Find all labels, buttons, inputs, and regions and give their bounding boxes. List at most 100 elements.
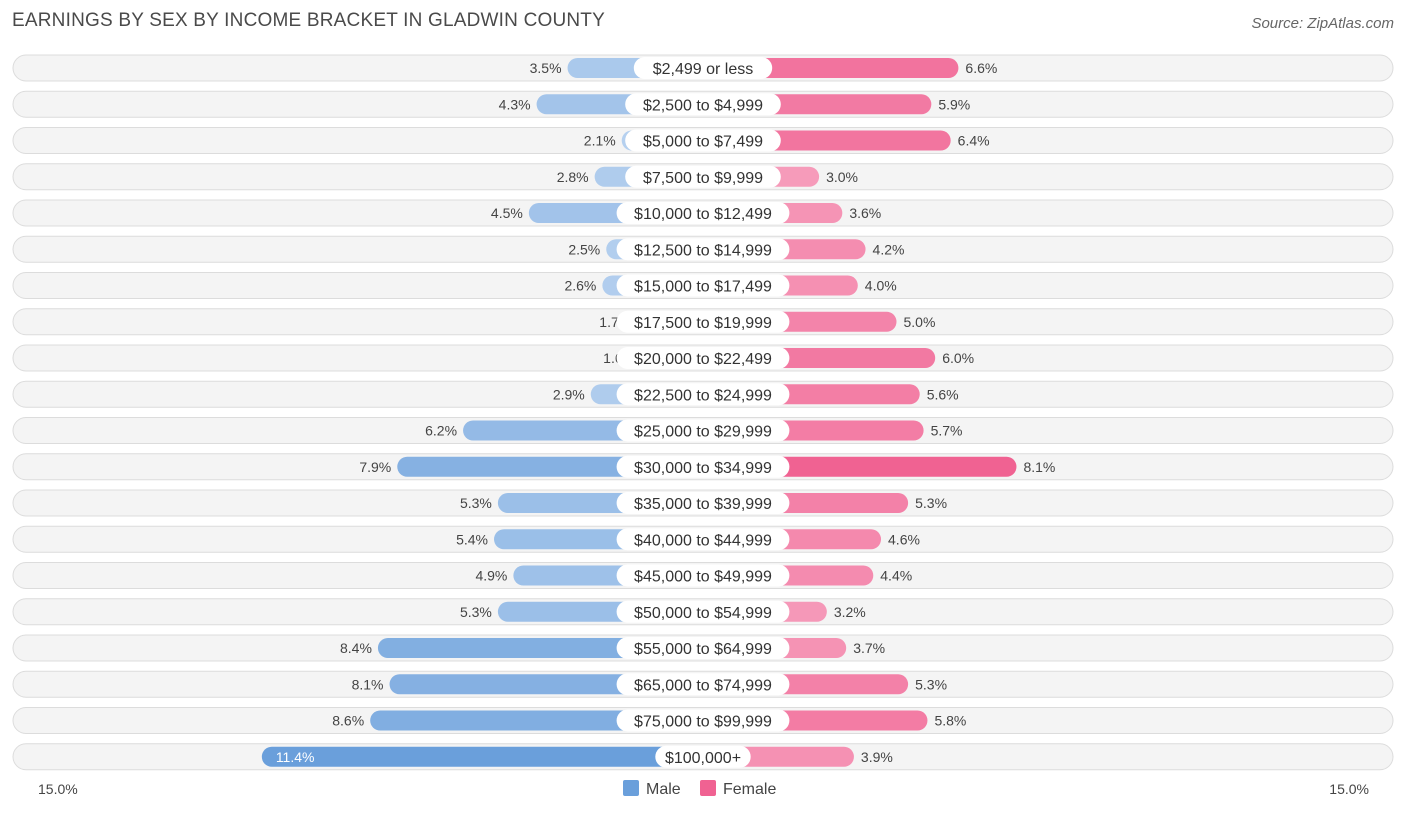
category-pill xyxy=(616,455,790,478)
male-value-label: 3.5% xyxy=(530,60,562,76)
male-value-label: 7.9% xyxy=(359,459,391,475)
category-label: $55,000 to $64,999 xyxy=(634,641,772,658)
bar-row: 1.6%6.0%$20,000 to $22,499 xyxy=(12,344,1394,372)
category-pill xyxy=(616,709,790,732)
category-label: $2,499 or less xyxy=(653,61,754,78)
male-value-label: 2.6% xyxy=(564,278,596,294)
female-value-label: 3.0% xyxy=(826,169,858,185)
category-label: $30,000 to $34,999 xyxy=(634,460,772,477)
category-pill xyxy=(625,129,781,152)
bar-row: 1.7% 5.0%$17,500 to $19,999 xyxy=(12,308,1394,336)
legend-male-label: Male xyxy=(646,781,681,798)
female-value-label: 5.9% xyxy=(938,96,970,112)
category-pill xyxy=(616,274,790,297)
male-value-label: 4.9% xyxy=(475,568,507,584)
female-value-label: 6.4% xyxy=(958,133,990,149)
category-pill xyxy=(633,57,773,79)
male-value-label: 2.8% xyxy=(557,169,589,185)
category-label: $7,500 to $9,999 xyxy=(643,170,763,187)
female-value-label: 3.7% xyxy=(853,640,885,656)
male-value-label: 6.2% xyxy=(425,423,457,439)
category-label: $100,000+ xyxy=(665,750,741,767)
bar-row: 8.4% 3.7% $55,000 to $64,999 xyxy=(12,634,1394,662)
female-value-label: 4.4% xyxy=(880,568,912,584)
category-pill xyxy=(616,492,790,514)
category-label: $35,000 to $39,999 xyxy=(634,496,772,513)
female-value-label: 5.3% xyxy=(915,676,947,692)
bar-row: 2.5% 4.2% $12,500 to $14,999 xyxy=(12,235,1394,263)
bar-row: 2.1% 6.4% $5,000 to $7,499 xyxy=(12,127,1394,154)
category-pill xyxy=(616,528,790,551)
bar-row: 5.3% 3.2% $50,000 to $54,999 xyxy=(12,598,1394,626)
category-label: $25,000 to $29,999 xyxy=(634,424,772,441)
category-label: $50,000 to $54,999 xyxy=(634,605,772,622)
bar-row: 4.3% 5.9% $2,500 to $4,999 xyxy=(12,90,1394,118)
male-value-label: 5.4% xyxy=(456,531,488,547)
category-label: $45,000 to $49,999 xyxy=(634,569,772,586)
category-label: $20,000 to $22,499 xyxy=(634,351,772,368)
axis-left-label: 15.0% xyxy=(38,781,78,797)
female-value-label: 4.0% xyxy=(865,278,897,294)
bar-row: 4.5% 3.6% $10,000 to $12,499 xyxy=(12,199,1394,227)
female-value-label: 4.2% xyxy=(873,241,905,257)
female-value-label: 5.8% xyxy=(934,713,966,729)
category-label: $10,000 to $12,499 xyxy=(634,206,772,223)
bar-row: 8.6% 5.8% $75,000 to $99,999 xyxy=(12,707,1394,734)
bar-row: 11.4% 3.9% $100,000+ xyxy=(12,743,1394,771)
female-value-label: 3.6% xyxy=(849,205,881,221)
male-value-label: 2.9% xyxy=(553,386,585,402)
male-value-label: 8.4% xyxy=(340,640,372,656)
male-value-label: 4.5% xyxy=(491,205,523,221)
male-value-label: 5.3% xyxy=(460,495,492,511)
category-pill xyxy=(616,202,790,224)
category-pill xyxy=(616,673,790,696)
male-value-label: 2.1% xyxy=(584,133,616,149)
male-value-label: 4.3% xyxy=(499,96,531,112)
bar-row: 3.5% 6.6% $2,499 or less xyxy=(12,54,1394,82)
bar-row: 4.9% 4.4% $45,000 to $49,999 xyxy=(12,562,1394,589)
legend: Male Female xyxy=(623,780,776,798)
category-pill xyxy=(616,564,790,587)
female-value-label: 5.7% xyxy=(931,423,963,439)
category-pill xyxy=(655,745,751,768)
female-value-label: 5.0% xyxy=(904,314,936,330)
male-value-label: 8.6% xyxy=(332,713,364,729)
male-value-label: 2.5% xyxy=(568,241,600,257)
bar-row: 2.6% 4.0% $15,000 to $17,499 xyxy=(12,272,1394,299)
category-pill xyxy=(625,165,781,188)
male-value-label: 8.1% xyxy=(352,676,384,692)
female-value-label: 3.2% xyxy=(834,604,866,620)
bar-row: 5.3% 5.3% $35,000 to $39,999 xyxy=(12,489,1394,517)
category-pill xyxy=(616,419,790,442)
female-value-label: 6.0% xyxy=(942,350,974,366)
chart-title: EARNINGS BY SEX BY INCOME BRACKET IN GLA… xyxy=(12,10,605,31)
category-pill xyxy=(625,93,781,116)
category-pill xyxy=(616,310,790,333)
female-value-label: 8.1% xyxy=(1023,459,1055,475)
female-value-label: 5.6% xyxy=(927,386,959,402)
male-value-label: 11.4% xyxy=(276,749,315,765)
category-label: $2,500 to $4,999 xyxy=(643,97,763,114)
category-pill xyxy=(616,637,790,659)
category-label: $40,000 to $44,999 xyxy=(634,532,772,549)
male-value-label: 5.3% xyxy=(460,604,492,620)
category-pill xyxy=(616,600,790,623)
legend-female-label: Female xyxy=(723,781,776,798)
bar-row: 7.9% 8.1% $30,000 to $34,999 xyxy=(12,453,1394,481)
legend-female-swatch xyxy=(700,780,716,796)
female-value-label: 6.6% xyxy=(965,60,997,76)
category-label: $15,000 to $17,499 xyxy=(634,279,772,296)
category-pill xyxy=(616,347,790,369)
category-label: $12,500 to $14,999 xyxy=(634,242,772,259)
category-label: $5,000 to $7,499 xyxy=(643,134,763,151)
female-value-label: 5.3% xyxy=(915,495,947,511)
male-bar xyxy=(261,746,703,767)
bar-row: 6.2% 5.7% $25,000 to $29,999 xyxy=(12,417,1394,444)
category-label: $22,500 to $24,999 xyxy=(634,387,772,404)
axis-right-label: 15.0% xyxy=(1329,781,1369,797)
category-label: $75,000 to $99,999 xyxy=(634,714,772,731)
category-label: $17,500 to $19,999 xyxy=(634,315,772,332)
category-pill xyxy=(616,238,790,261)
chart-source: Source: ZipAtlas.com xyxy=(1251,15,1394,32)
